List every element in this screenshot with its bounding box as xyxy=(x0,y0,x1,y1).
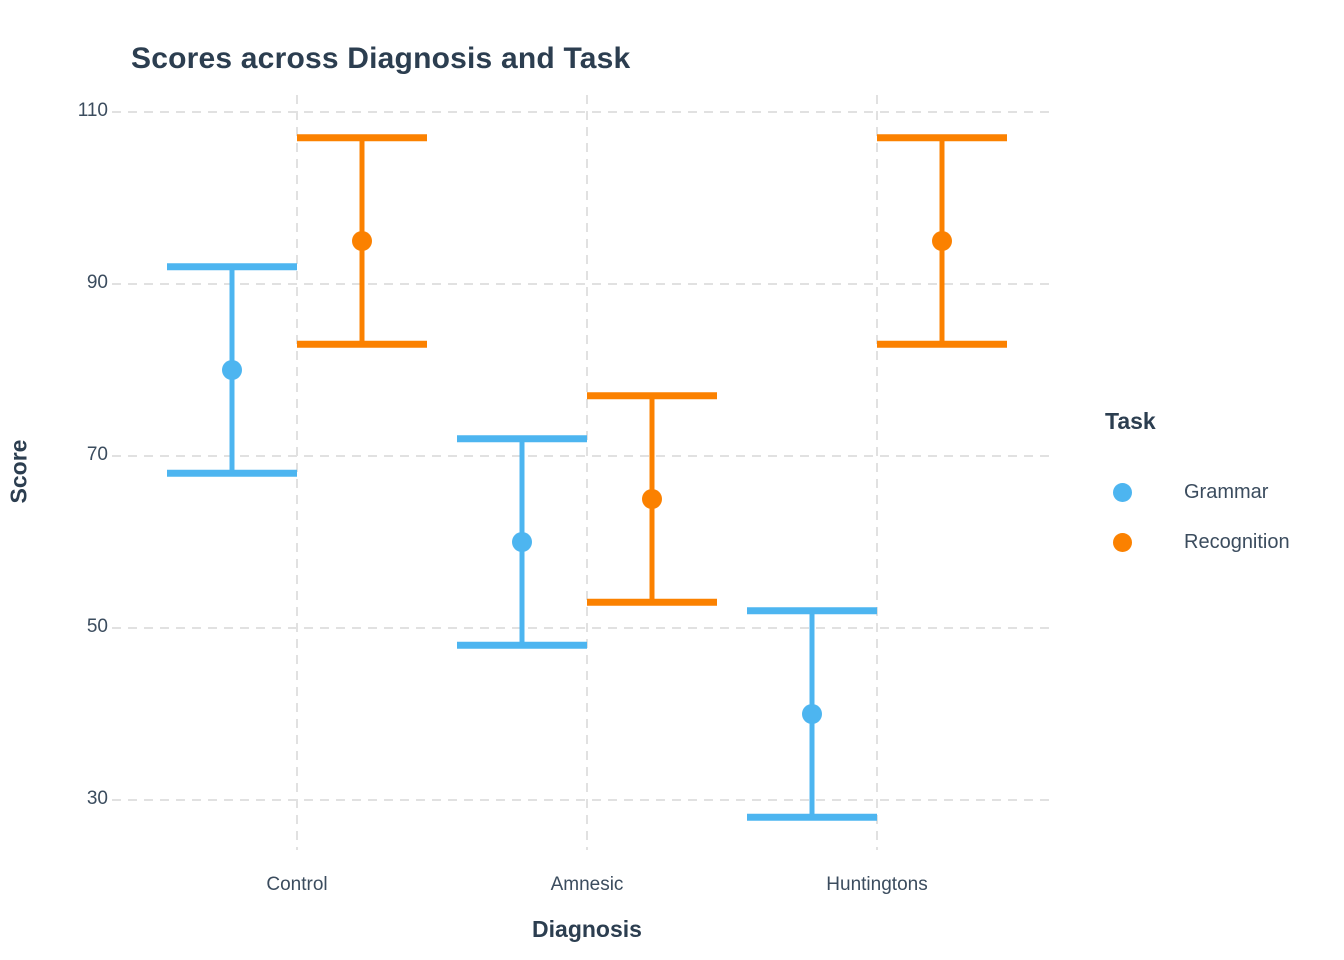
y-tick-label: 90 xyxy=(86,272,108,293)
data-point xyxy=(222,360,242,380)
grammar-swatch-icon xyxy=(1113,482,1132,502)
recognition-swatch-icon xyxy=(1113,532,1132,552)
y-tick-label: 50 xyxy=(86,616,108,637)
legend-item-label: Grammar xyxy=(1184,480,1269,503)
x-tick-label: Huntingtons xyxy=(826,874,928,895)
y-tick-label: 30 xyxy=(86,788,108,809)
data-point xyxy=(352,231,372,251)
data-point xyxy=(802,704,822,724)
legend-item-grammar: Grammar xyxy=(1105,467,1290,517)
legend: Task Grammar Recognition xyxy=(1105,408,1290,567)
data-point xyxy=(512,532,532,552)
y-tick-label: 110 xyxy=(77,100,108,121)
legend-item-recognition: Recognition xyxy=(1105,517,1290,567)
data-point xyxy=(932,231,952,251)
chart-title: Scores across Diagnosis and Task xyxy=(131,42,631,75)
legend-title: Task xyxy=(1105,408,1156,434)
y-tick-label: 70 xyxy=(86,444,108,465)
x-tick-label: Control xyxy=(266,874,328,895)
data-point xyxy=(642,489,662,509)
x-axis-title: Diagnosis xyxy=(532,916,642,942)
x-tick-label: Amnesic xyxy=(550,874,624,895)
legend-item-label: Recognition xyxy=(1184,530,1290,553)
